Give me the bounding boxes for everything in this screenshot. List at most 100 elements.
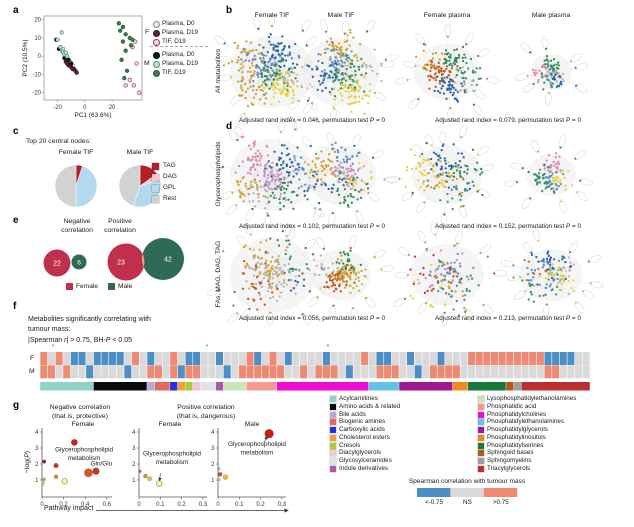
heatmap-cell	[513, 352, 521, 365]
class-strip-segment	[200, 382, 216, 391]
heatmap-cell	[575, 352, 583, 365]
svg-text:-20: -20	[32, 91, 41, 97]
pathway-annotation: metabolism	[241, 450, 274, 457]
class-strip-segment	[147, 382, 155, 391]
pathway-point	[217, 477, 221, 482]
heatmap-cell	[109, 365, 117, 379]
heatmap-cell	[277, 352, 285, 365]
svg-text:0: 0	[216, 502, 220, 508]
svg-text:4: 4	[132, 430, 136, 436]
venn-legend-swatch	[108, 283, 115, 290]
heatmap-cell	[475, 365, 483, 379]
class-strip-segment	[192, 382, 201, 391]
heatmap-cell	[376, 352, 384, 365]
heatmap-cell	[300, 352, 308, 365]
heatmap-cell	[307, 365, 315, 379]
class-legend-label: Phosphatidylcholines	[487, 410, 547, 418]
heatmap-cell	[330, 352, 338, 365]
heatmap-cell	[498, 352, 506, 365]
legend-marker	[153, 30, 160, 37]
heatmap-cell	[521, 352, 529, 365]
pathway-point	[42, 477, 46, 481]
class-legend-swatch	[478, 411, 484, 418]
heatmap-cell	[162, 352, 170, 365]
f-title-line2: tumour mass:	[28, 326, 71, 333]
heatmap-cell	[368, 365, 376, 379]
class-legend-label: Amino acids & related	[339, 402, 401, 410]
network-graph	[386, 125, 494, 228]
heatmap-cell	[452, 365, 460, 379]
heatmap-cell	[483, 365, 491, 379]
pathway-point	[155, 480, 163, 487]
rand-index-caption: Adjusted rand index = 0.152, permutation…	[434, 223, 582, 230]
pathway-point	[222, 474, 229, 480]
pie-legend-swatch	[152, 196, 159, 203]
rand-index-caption: Adjusted rand index = 0.213, permutation…	[434, 315, 582, 322]
heatmap-cell	[575, 365, 583, 379]
heatmap-cell	[124, 365, 132, 379]
class-legend-label: Sphingoid bases	[487, 449, 534, 457]
class-strip-segment	[185, 382, 193, 391]
class-legend-label: Phosphatidylinositols	[487, 433, 546, 441]
class-strip-segment	[223, 382, 247, 391]
heatmap-cell	[552, 365, 560, 379]
class-strip-segment	[467, 382, 506, 391]
heatmap-cell	[582, 352, 590, 365]
venn-neg-female	[43, 249, 71, 277]
pie-legend-label: Rest	[163, 195, 177, 202]
neg-corr-title2: correlation	[61, 227, 93, 234]
heatmap-cell	[506, 352, 514, 365]
svg-text:0.6: 0.6	[103, 502, 112, 508]
class-strip-segment	[399, 382, 453, 391]
heatmap-cell	[40, 352, 48, 365]
heatmap-cell	[116, 352, 124, 365]
network-graph	[289, 235, 395, 321]
pathway-annotation: metabolism	[68, 455, 101, 462]
legend-group-f: F	[145, 29, 150, 36]
heatmap-cell	[170, 352, 178, 365]
heatmap-cell	[552, 352, 560, 365]
heatmap-cell	[307, 352, 315, 365]
legend-label: TIF, D19	[162, 38, 186, 45]
svg-text:3: 3	[35, 446, 39, 452]
heatmap-cell	[513, 365, 521, 379]
g-subtitle: Female	[158, 421, 182, 428]
legend-marker	[153, 39, 160, 46]
heatmap-cell	[300, 365, 308, 379]
heatmap-cell	[567, 365, 575, 379]
heatmap-cell	[101, 352, 109, 365]
class-legend-swatch	[478, 427, 484, 433]
class-legend-swatch	[478, 434, 484, 441]
heatmap-cell	[223, 352, 231, 365]
heatmap-cell	[246, 365, 254, 379]
venn-neg-male	[71, 254, 87, 270]
heatmap-cell	[70, 365, 78, 379]
heatmap-cell	[544, 352, 552, 365]
heatmap-cell	[345, 365, 353, 379]
svg-text:2: 2	[144, 261, 148, 267]
pie-legend-label: DAG	[163, 173, 177, 180]
network-graph	[210, 117, 329, 229]
g-xlabel: Pathway impact	[44, 505, 94, 512]
pathway-point	[92, 467, 100, 475]
heatmap-cell	[437, 365, 445, 379]
pathway-annotation: Glycerophospholipid	[143, 451, 201, 458]
heatmap-cell	[40, 365, 48, 379]
class-strip-segment	[40, 382, 94, 391]
svg-text:0: 0	[40, 502, 44, 508]
heatmap-cell	[529, 365, 537, 379]
network-graph	[207, 222, 339, 326]
class-legend-label: Bile acids	[339, 410, 366, 418]
heatmap-cell	[521, 365, 529, 379]
class-legend-label: Sphingomyelins	[487, 457, 532, 464]
legend-label: Plasma, D19	[162, 29, 199, 36]
legend-label: Plasma, D0	[162, 51, 195, 58]
panel-e-label: e	[13, 215, 19, 226]
heatmap-cell	[185, 365, 193, 379]
legend-divider	[150, 46, 208, 47]
heatmap-cell	[536, 352, 544, 365]
heatmap-cell	[47, 365, 55, 379]
heatmap-cell	[170, 365, 178, 379]
venn-legend-swatch	[66, 283, 73, 290]
